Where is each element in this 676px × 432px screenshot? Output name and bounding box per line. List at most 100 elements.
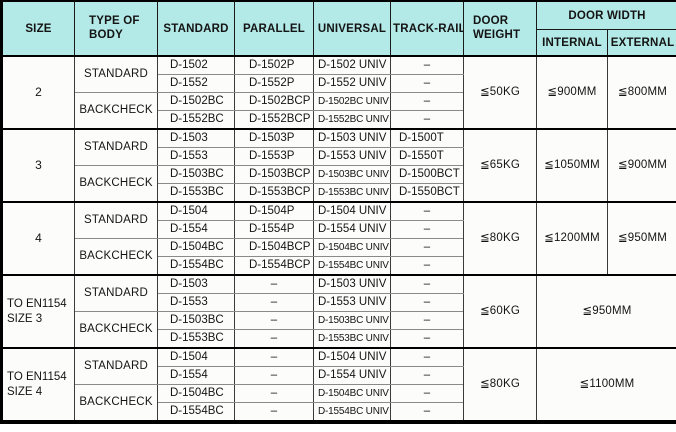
standard-model-cell: D-1503 <box>157 274 235 294</box>
parallel-model-cell: D-1503P <box>234 128 314 148</box>
table-row: D-1554 D-1554P D-1554 UNIV – <box>2 220 676 239</box>
standard-model-cell: D-1552BC <box>157 110 235 130</box>
door-width-internal-cell: ≦1200MM <box>536 201 608 276</box>
parallel-model-cell: – <box>234 311 314 330</box>
track-rail-model-cell: – <box>390 92 464 111</box>
parallel-model-cell: D-1503BCP <box>234 165 314 184</box>
body-type-cell: BACKCHECK <box>74 384 158 423</box>
standard-model-cell: D-1502BC <box>157 92 235 111</box>
table-row: D-1553 D-1553P D-1553 UNIV D-1550T <box>2 147 676 166</box>
parallel-model-cell: D-1552P <box>234 74 314 93</box>
header-size: SIZE <box>1 0 75 57</box>
body-type-cell: STANDARD <box>74 128 158 166</box>
door-width-external-cell: ≦950MM <box>606 201 676 276</box>
universal-model-cell: D-1553BC UNIV <box>313 329 391 349</box>
header-row-1: SIZE TYPE OF BODY STANDARD PARALLEL UNIV… <box>1 0 676 57</box>
parallel-model-cell: – <box>234 384 314 403</box>
standard-model-cell: D-1553BC <box>157 329 235 349</box>
universal-model-cell: D-1502BC UNIV <box>313 92 391 111</box>
parallel-model-cell: D-1554P <box>234 220 314 239</box>
track-rail-model-cell: D-1500BCT <box>390 165 464 184</box>
universal-model-cell: D-1552 UNIV <box>313 74 391 93</box>
table-header: SIZE TYPE OF BODY STANDARD PARALLEL UNIV… <box>1 0 676 57</box>
header-parallel: PARALLEL <box>234 0 314 57</box>
standard-model-cell: D-1554BC <box>157 256 235 276</box>
track-rail-model-cell: – <box>390 238 464 257</box>
parallel-model-cell: – <box>234 347 314 367</box>
track-rail-model-cell: D-1500T <box>390 128 464 148</box>
universal-model-cell: D-1504 UNIV <box>313 347 391 367</box>
parallel-model-cell: D-1554BCP <box>234 256 314 276</box>
universal-model-cell: D-1504BC UNIV <box>313 238 391 257</box>
header-universal: UNIVERSAL <box>313 0 391 57</box>
universal-model-cell: D-1502 UNIV <box>313 55 391 75</box>
door-width-internal-cell: ≦1050MM <box>536 128 608 203</box>
size-cell: 3 <box>1 128 75 203</box>
universal-model-cell: D-1553BC UNIV <box>313 183 391 203</box>
header-type-of-body: TYPE OF BODY <box>74 0 158 57</box>
track-rail-model-cell: – <box>390 293 464 312</box>
parallel-model-cell: – <box>234 402 314 423</box>
door-width-external-cell: ≦900MM <box>606 128 676 203</box>
universal-model-cell: D-1554BC UNIV <box>313 402 391 423</box>
table-row: D-1553BC D-1553BCP D-1553BC UNIV D-1550B… <box>2 183 676 203</box>
table-row: TO EN1154 SIZE 4 STANDARD D-1504 – D-150… <box>1 347 676 423</box>
standard-model-cell: D-1552 <box>157 74 235 93</box>
universal-model-cell: D-1504 UNIV <box>313 201 391 221</box>
door-weight-cell: ≦80KG <box>463 201 537 276</box>
standard-model-cell: D-1553 <box>157 147 235 166</box>
body-type-cell: STANDARD <box>74 201 158 239</box>
door-weight-cell: ≦80KG <box>463 347 537 423</box>
parallel-model-cell: – <box>234 274 314 294</box>
body-type-cell: BACKCHECK <box>74 238 158 276</box>
header-door-weight: DOOR WEIGHT <box>463 0 537 57</box>
size-cell: 2 <box>1 55 75 130</box>
table-row: D-1552 D-1552P D-1552 UNIV – <box>2 74 676 93</box>
universal-model-cell: D-1554 UNIV <box>313 220 391 239</box>
track-rail-model-cell: – <box>390 274 464 294</box>
header-internal: INTERNAL <box>536 29 608 57</box>
standard-model-cell: D-1554 <box>157 220 235 239</box>
standard-model-cell: D-1554BC <box>157 402 235 423</box>
table-row: D-1552BC D-1552BCP D-1552BC UNIV – <box>2 110 676 130</box>
door-width-external-cell: ≦800MM <box>606 55 676 130</box>
universal-model-cell: D-1554 UNIV <box>313 366 391 385</box>
body-type-cell: STANDARD <box>74 55 158 93</box>
standard-model-cell: D-1502 <box>157 55 235 75</box>
header-track-rail: TRACK-RAIL <box>390 0 464 57</box>
standard-model-cell: D-1554 <box>157 366 235 385</box>
track-rail-model-cell: – <box>390 220 464 239</box>
parallel-model-cell: D-1504P <box>234 201 314 221</box>
track-rail-model-cell: – <box>390 311 464 330</box>
track-rail-model-cell: – <box>390 74 464 93</box>
size-cell: TO EN1154 SIZE 4 <box>1 347 75 423</box>
universal-model-cell: D-1503BC UNIV <box>313 165 391 184</box>
parallel-model-cell: D-1553BCP <box>234 183 314 203</box>
table-row: BACKCHECK D-1503BC – D-1503BC UNIV – <box>2 311 676 349</box>
table-row: 3 STANDARD D-1503 D-1503P D-1503 UNIV D-… <box>1 128 676 203</box>
door-width-internal-cell: ≦900MM <box>536 55 608 130</box>
table-row: D-1553 – D-1553 UNIV – <box>2 293 676 312</box>
standard-model-cell: D-1504BC <box>157 238 235 257</box>
door-weight-cell: ≦65KG <box>463 128 537 203</box>
table-row: BACKCHECK D-1502BC D-1502BCP D-1502BC UN… <box>2 92 676 130</box>
standard-model-cell: D-1503 <box>157 128 235 148</box>
body-type-cell: STANDARD <box>74 274 158 312</box>
track-rail-model-cell: D-1550T <box>390 147 464 166</box>
parallel-model-cell: – <box>234 329 314 349</box>
parallel-model-cell: D-1553P <box>234 147 314 166</box>
door-weight-cell: ≦50KG <box>463 55 537 130</box>
standard-model-cell: D-1504BC <box>157 384 235 403</box>
table-row: BACKCHECK D-1504BC D-1504BCP D-1504BC UN… <box>2 238 676 276</box>
table-row: TO EN1154 SIZE 3 STANDARD D-1503 – D-150… <box>1 274 676 349</box>
track-rail-model-cell: – <box>390 201 464 221</box>
standard-model-cell: D-1504 <box>157 201 235 221</box>
universal-model-cell: D-1503BC UNIV <box>313 311 391 330</box>
body-type-cell: BACKCHECK <box>74 92 158 130</box>
door-width-cell: ≦950MM <box>535 274 676 349</box>
standard-model-cell: D-1553 <box>157 293 235 312</box>
table-body: 2 STANDARD D-1502 D-1502P D-1502 UNIV – … <box>1 55 676 423</box>
body-type-cell: BACKCHECK <box>74 311 158 349</box>
universal-model-cell: D-1503 UNIV <box>313 128 391 148</box>
